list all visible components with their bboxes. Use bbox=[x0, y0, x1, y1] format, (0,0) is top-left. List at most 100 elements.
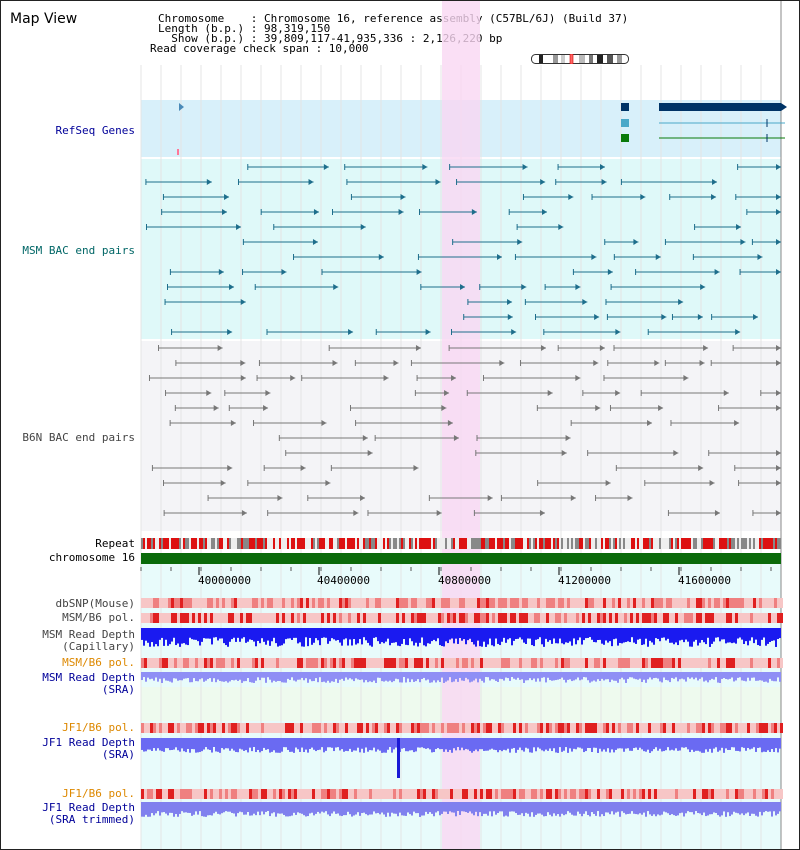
depth-bar bbox=[613, 738, 615, 753]
polymorphism-cell bbox=[711, 723, 714, 733]
depth-bar bbox=[527, 738, 529, 749]
depth-bar bbox=[415, 802, 417, 814]
depth-bar bbox=[285, 738, 287, 748]
polymorphism-cell bbox=[660, 598, 663, 608]
b6n-bac-pair-arrow bbox=[325, 480, 331, 486]
repeat-cell bbox=[617, 538, 619, 549]
depth-bar bbox=[777, 738, 779, 753]
polymorphism-cell bbox=[204, 613, 207, 623]
polymorphism-cell bbox=[213, 613, 216, 623]
depth-bar bbox=[759, 802, 761, 812]
track-label-refseq-genes[interactable]: RefSeq Genes bbox=[55, 124, 135, 137]
polymorphism-cell bbox=[459, 658, 462, 668]
polymorphism-cell bbox=[195, 598, 198, 608]
depth-bar bbox=[601, 802, 603, 815]
repeat-cell bbox=[641, 538, 643, 549]
depth-bar bbox=[155, 672, 157, 678]
repeat-cell bbox=[443, 538, 445, 549]
polymorphism-cell bbox=[498, 613, 501, 623]
depth-bar bbox=[759, 738, 761, 748]
depth-bar bbox=[191, 628, 193, 640]
polymorphism-cell bbox=[423, 598, 426, 608]
chromosome-ideogram[interactable] bbox=[531, 54, 629, 64]
polymorphism-cell bbox=[708, 598, 711, 608]
polymorphism-cell bbox=[636, 723, 639, 733]
msm-bac-pair-arrow bbox=[224, 194, 230, 200]
depth-bar bbox=[199, 672, 201, 680]
polymorphism-cell bbox=[723, 658, 726, 668]
depth-bar bbox=[649, 628, 651, 641]
msm-bac-pair-arrow bbox=[400, 194, 406, 200]
polymorphism-cell bbox=[696, 613, 699, 623]
polymorphism-cell bbox=[774, 658, 777, 668]
polymorphism-cell bbox=[240, 789, 243, 799]
polymorphism-cell bbox=[615, 658, 618, 668]
depth-bar bbox=[271, 672, 273, 683]
polymorphism-cell bbox=[678, 658, 681, 668]
depth-bar bbox=[649, 802, 651, 815]
depth-bar bbox=[559, 628, 561, 639]
polymorphism-cell bbox=[633, 658, 636, 668]
depth-bar bbox=[313, 672, 315, 682]
polymorphism-cell bbox=[483, 723, 486, 733]
repeat-cell bbox=[505, 538, 507, 549]
depth-bar bbox=[611, 802, 613, 812]
depth-bar bbox=[601, 738, 603, 752]
gene-marker bbox=[179, 103, 184, 111]
depth-bar bbox=[241, 628, 243, 639]
polymorphism-cell bbox=[180, 723, 183, 733]
polymorphism-cell bbox=[225, 723, 228, 733]
polymorphism-cell bbox=[603, 613, 606, 623]
depth-bar bbox=[621, 628, 623, 644]
depth-bar bbox=[155, 738, 157, 751]
depth-bar bbox=[579, 738, 581, 748]
depth-bar bbox=[141, 802, 143, 817]
polymorphism-cell bbox=[336, 613, 339, 623]
depth-bar bbox=[595, 802, 597, 816]
polymorphism-cell bbox=[657, 613, 660, 623]
depth-bar bbox=[599, 802, 601, 817]
polymorphism-cell bbox=[276, 598, 279, 608]
selected-region-highlight[interactable] bbox=[442, 1, 480, 849]
track-label-msm-bac[interactable]: MSM BAC end pairs bbox=[22, 244, 135, 257]
polymorphism-cell bbox=[681, 658, 684, 668]
polymorphism-cell bbox=[588, 613, 591, 623]
depth-bar bbox=[419, 738, 421, 748]
depth-bar bbox=[643, 672, 645, 680]
depth-bar bbox=[745, 628, 747, 642]
depth-bar bbox=[735, 738, 737, 751]
depth-bar bbox=[245, 628, 247, 643]
depth-bar bbox=[765, 672, 767, 682]
depth-bar bbox=[747, 628, 749, 646]
polymorphism-cell bbox=[723, 613, 726, 623]
depth-bar bbox=[189, 802, 191, 813]
depth-bar bbox=[741, 802, 743, 814]
depth-bar bbox=[323, 738, 325, 753]
depth-bar bbox=[411, 802, 413, 816]
polymorphism-cell bbox=[516, 613, 519, 623]
track-label-b6n-bac[interactable]: B6N BAC end pairs bbox=[22, 431, 135, 444]
depth-bar bbox=[283, 738, 285, 748]
polymorphism-cell bbox=[459, 723, 462, 733]
depth-bar bbox=[591, 738, 593, 752]
polymorphism-cell bbox=[405, 658, 408, 668]
track-features[interactable] bbox=[141, 103, 787, 817]
polymorphism-cell bbox=[309, 789, 312, 799]
polymorphism-cell bbox=[360, 658, 363, 668]
polymorphism-cell bbox=[312, 789, 315, 799]
polymorphism-cell bbox=[147, 723, 150, 733]
polymorphism-cell bbox=[432, 789, 435, 799]
polymorphism-cell bbox=[768, 598, 771, 608]
depth-bar bbox=[671, 672, 673, 678]
depth-bar bbox=[245, 738, 247, 751]
depth-bar bbox=[247, 672, 249, 679]
depth-bar bbox=[763, 672, 765, 682]
polymorphism-cell bbox=[366, 658, 369, 668]
repeat-cell bbox=[173, 538, 175, 549]
polymorphism-cell bbox=[174, 658, 177, 668]
polymorphism-cell bbox=[522, 598, 525, 608]
polymorphism-cell bbox=[714, 613, 717, 623]
polymorphism-cell bbox=[318, 789, 321, 799]
polymorphism-cell bbox=[480, 658, 483, 668]
